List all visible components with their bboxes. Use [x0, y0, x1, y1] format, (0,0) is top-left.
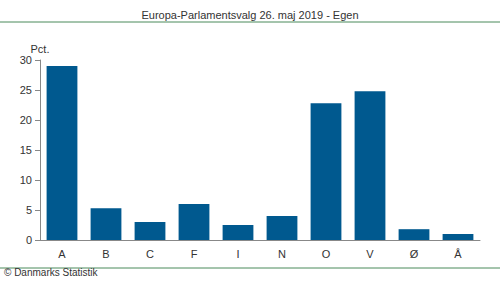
svg-text:Europa-Parlamentsvalg 26. maj: Europa-Parlamentsvalg 26. maj 2019 - Ege… — [141, 9, 358, 21]
svg-text:10: 10 — [20, 174, 32, 186]
svg-text:F: F — [191, 248, 198, 260]
svg-text:Ø: Ø — [410, 248, 419, 260]
svg-text:30: 30 — [20, 54, 32, 66]
svg-text:© Danmarks Statistik: © Danmarks Statistik — [4, 267, 99, 278]
svg-text:25: 25 — [20, 84, 32, 96]
svg-text:Å: Å — [454, 248, 462, 260]
svg-text:O: O — [322, 248, 331, 260]
svg-text:Pct.: Pct. — [31, 43, 50, 55]
svg-text:0: 0 — [26, 234, 32, 246]
svg-text:20: 20 — [20, 114, 32, 126]
svg-text:15: 15 — [20, 144, 32, 156]
svg-text:V: V — [366, 248, 374, 260]
svg-text:N: N — [278, 248, 286, 260]
svg-text:C: C — [146, 248, 154, 260]
svg-text:B: B — [102, 248, 109, 260]
svg-text:I: I — [236, 248, 239, 260]
svg-text:A: A — [58, 248, 66, 260]
svg-text:5: 5 — [26, 204, 32, 216]
